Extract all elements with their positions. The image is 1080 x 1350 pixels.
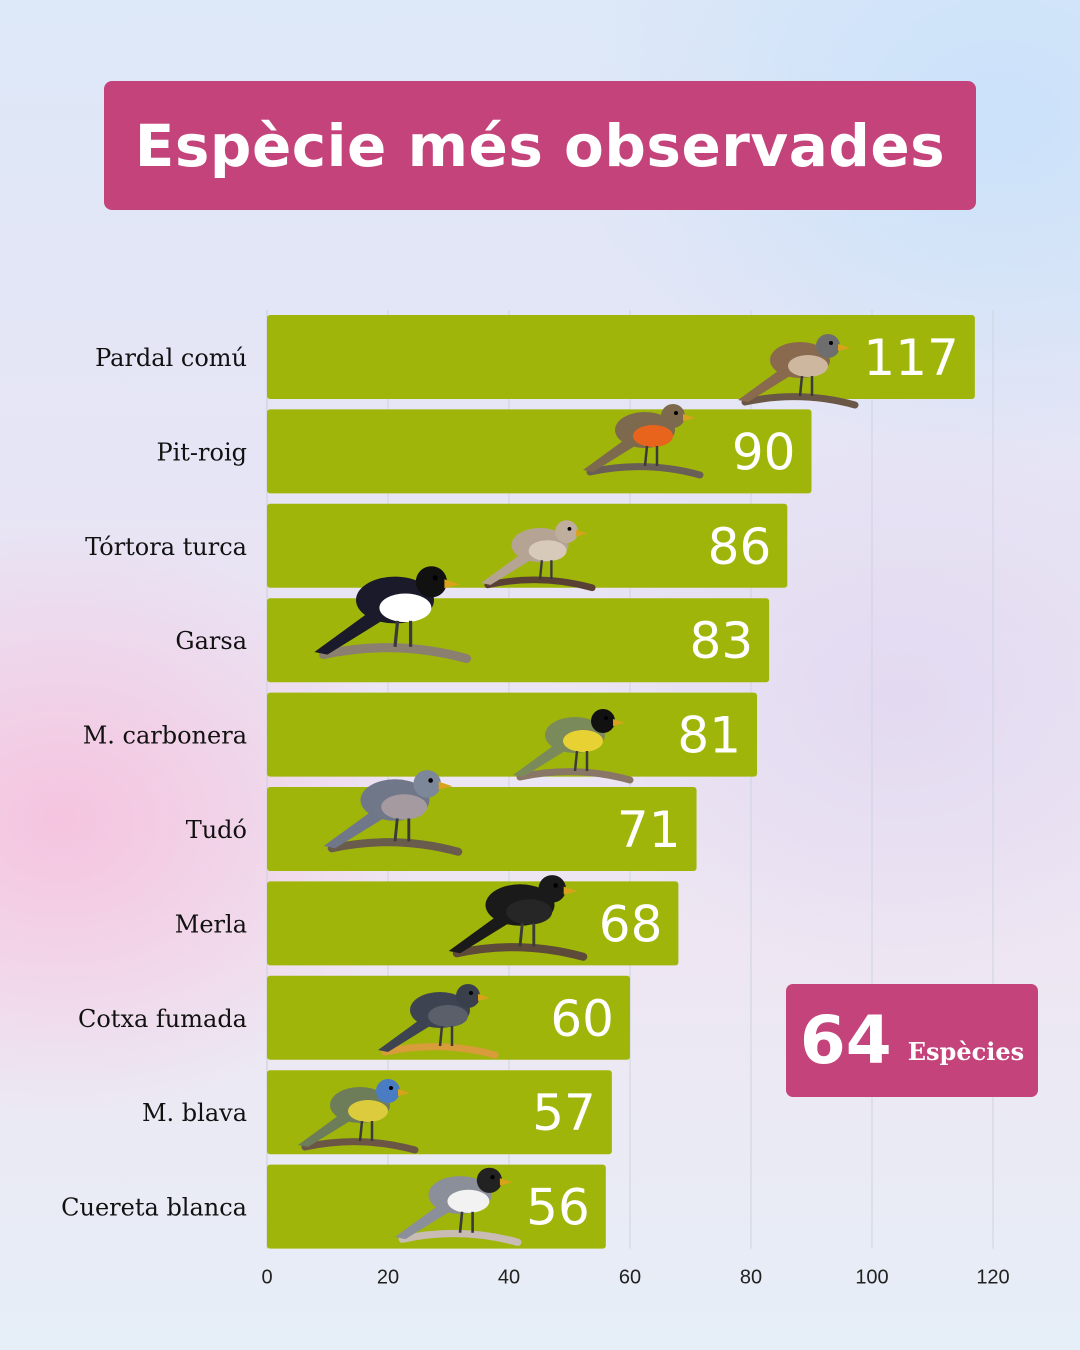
category-label: Pit-roig [156, 438, 247, 466]
wood-pigeon-icon [323, 770, 463, 856]
x-tick-label: 60 [619, 1267, 641, 1289]
bar [267, 315, 975, 399]
category-label: Garsa [175, 627, 247, 655]
value-labels: 117 90 86 83 81 71 68 60 57 56 [526, 329, 959, 1237]
value-label: 68 [599, 895, 663, 953]
value-label: 81 [677, 707, 741, 765]
category-label: M. carbonera [83, 722, 247, 750]
bar [267, 692, 758, 777]
value-label: 86 [708, 518, 772, 576]
great-tit-icon [513, 709, 634, 784]
species-count: 64 [799, 1002, 892, 1079]
value-label: 60 [550, 990, 614, 1048]
blue-tit-icon [298, 1079, 419, 1154]
category-label: Tudó [186, 816, 247, 844]
x-tick-label: 40 [498, 1267, 520, 1289]
black-redstart-icon [378, 984, 499, 1059]
x-tick-label: 120 [976, 1267, 1009, 1289]
category-label: Merla [175, 910, 247, 938]
value-label: 56 [526, 1179, 590, 1237]
category-label: Tórtora turca [85, 533, 247, 561]
species-label: Espècies [907, 1037, 1025, 1066]
magpie-icon [314, 566, 472, 664]
species-count-badge: 64 Espècies [786, 984, 1038, 1097]
category-label: M. blava [142, 1099, 247, 1127]
category-label: Cuereta blanca [61, 1194, 247, 1222]
value-label: 71 [617, 801, 681, 859]
x-tick-label: 0 [261, 1267, 272, 1289]
value-label: 83 [690, 612, 754, 670]
category-labels: Pardal comú Pit-roig Tórtora turca Garsa M. … [61, 344, 247, 1222]
robin-icon [583, 404, 704, 479]
category-label: Pardal comú [95, 344, 247, 372]
blackbird-icon [448, 875, 588, 961]
x-tick-label: 100 [855, 1267, 888, 1289]
bird-icons [298, 334, 859, 1246]
sparrow-icon [738, 334, 859, 409]
value-label: 57 [532, 1084, 596, 1142]
dove-icon [481, 520, 596, 592]
category-label: Cotxa fumada [78, 1005, 247, 1033]
wagtail-icon [394, 1167, 522, 1246]
value-label: 117 [863, 329, 958, 387]
x-tick-label: 20 [377, 1267, 399, 1289]
value-label: 90 [732, 423, 796, 481]
title-banner: Espècie més observades [104, 81, 976, 210]
bar [267, 409, 812, 494]
page-title: Espècie més observades [134, 111, 946, 180]
x-tick-label: 80 [740, 1267, 762, 1289]
x-tick-labels: 0 20 40 60 80 100 120 [261, 1267, 1009, 1289]
bar [267, 881, 679, 966]
